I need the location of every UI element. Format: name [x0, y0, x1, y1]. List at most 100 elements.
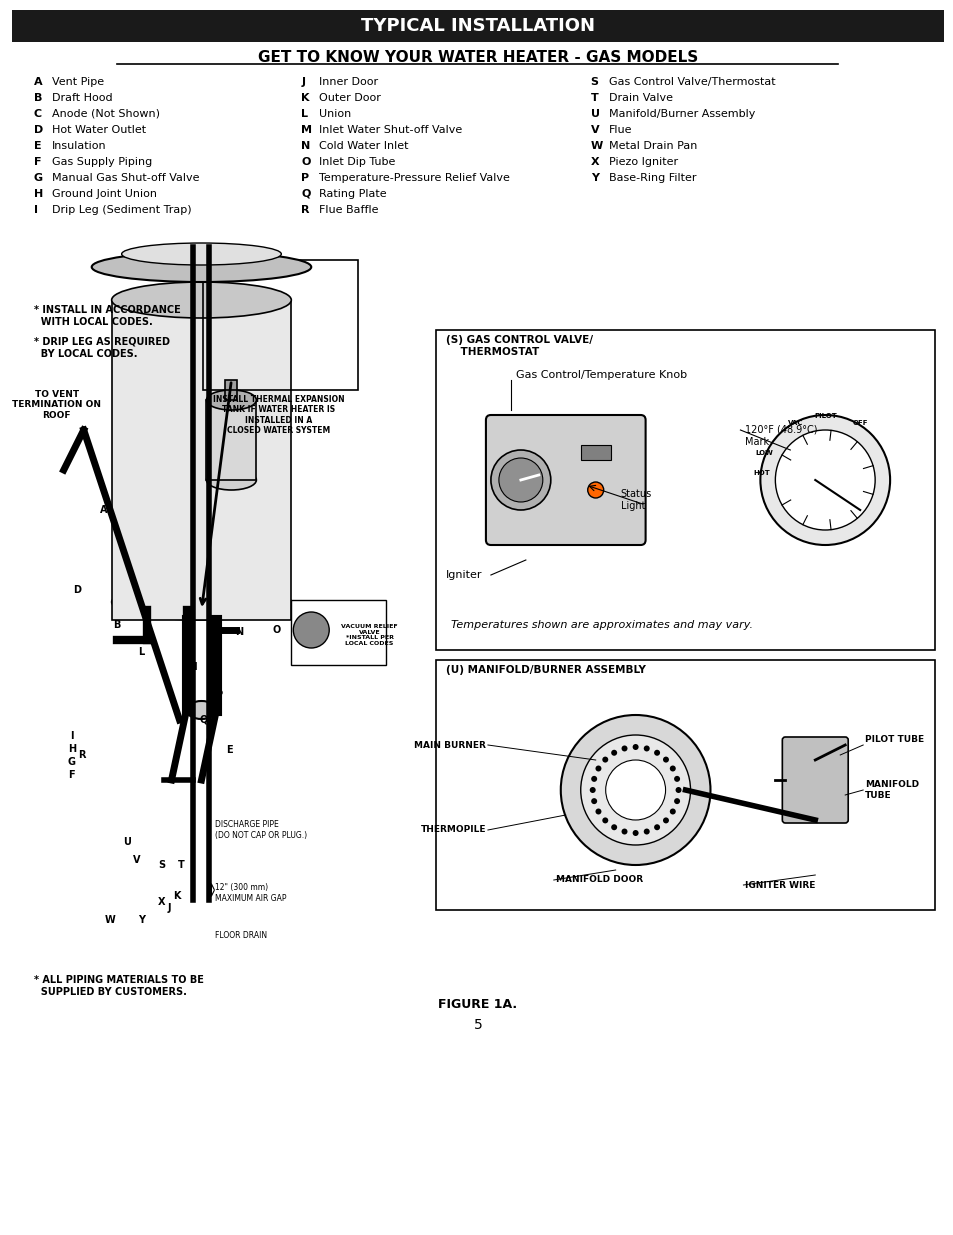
Text: X: X [590, 157, 598, 167]
Text: V: V [132, 855, 140, 864]
Text: K: K [301, 93, 310, 103]
Text: G: G [68, 757, 75, 767]
Text: Vent Pipe: Vent Pipe [51, 77, 104, 86]
Text: Inlet Water Shut-off Valve: Inlet Water Shut-off Valve [319, 125, 462, 135]
Ellipse shape [206, 390, 256, 410]
Circle shape [620, 829, 627, 835]
Text: Inner Door: Inner Door [319, 77, 378, 86]
Text: J: J [168, 903, 172, 913]
Bar [580, 445, 610, 459]
Text: Ground Joint Union: Ground Joint Union [51, 189, 156, 199]
Text: Anode (Not Shown): Anode (Not Shown) [51, 109, 159, 119]
Text: N: N [235, 627, 243, 637]
Text: Piezo Igniter: Piezo Igniter [608, 157, 677, 167]
Text: E: E [226, 745, 233, 755]
Text: Gas Supply Piping: Gas Supply Piping [51, 157, 152, 167]
Circle shape [654, 824, 659, 830]
Text: Rating Plate: Rating Plate [319, 189, 387, 199]
Text: L: L [301, 109, 308, 119]
Circle shape [601, 757, 608, 762]
Ellipse shape [91, 252, 311, 282]
Text: Status
Light: Status Light [620, 489, 651, 511]
Circle shape [595, 809, 600, 815]
Text: Igniter: Igniter [446, 571, 482, 580]
Text: OFF: OFF [852, 420, 867, 426]
Text: F: F [33, 157, 41, 167]
Text: MAIN BURNER: MAIN BURNER [414, 741, 485, 750]
Text: GET TO KNOW YOUR WATER HEATER - GAS MODELS: GET TO KNOW YOUR WATER HEATER - GAS MODE… [257, 51, 698, 65]
Bar [291, 600, 386, 664]
Text: Metal Drain Pan: Metal Drain Pan [608, 141, 697, 151]
Text: Y: Y [590, 173, 598, 183]
Text: Gas Control Valve/Thermostat: Gas Control Valve/Thermostat [608, 77, 775, 86]
Text: I: I [33, 205, 38, 215]
Text: PILOT TUBE: PILOT TUBE [864, 736, 923, 745]
Text: TYPICAL INSTALLATION: TYPICAL INSTALLATION [360, 17, 595, 35]
Text: Q: Q [199, 715, 208, 725]
Text: Q: Q [301, 189, 311, 199]
Text: P: P [214, 690, 222, 700]
Text: D: D [72, 585, 81, 595]
Ellipse shape [122, 243, 281, 266]
Circle shape [580, 735, 690, 845]
Text: IGNITER WIRE: IGNITER WIRE [744, 881, 815, 889]
FancyBboxPatch shape [781, 737, 847, 823]
Bar [203, 261, 357, 390]
Text: Drain Valve: Drain Valve [608, 93, 672, 103]
Text: T: T [178, 860, 185, 869]
Text: DISCHARGE PIPE
(DO NOT CAP OR PLUG.): DISCHARGE PIPE (DO NOT CAP OR PLUG.) [215, 820, 307, 840]
Text: FLOOR DRAIN: FLOOR DRAIN [215, 930, 267, 940]
Text: THERMOPILE: THERMOPILE [420, 825, 485, 835]
Bar [206, 400, 256, 480]
Circle shape [632, 830, 638, 836]
Ellipse shape [206, 471, 256, 490]
Circle shape [643, 746, 649, 751]
Circle shape [591, 776, 597, 782]
Circle shape [560, 715, 710, 864]
Text: * ALL PIPING MATERIALS TO BE
  SUPPLIED BY CUSTOMERS.: * ALL PIPING MATERIALS TO BE SUPPLIED BY… [33, 974, 204, 997]
Circle shape [662, 818, 668, 824]
Text: Base-Ring Filter: Base-Ring Filter [608, 173, 696, 183]
Text: S: S [590, 77, 598, 86]
Text: R: R [301, 205, 310, 215]
Circle shape [293, 613, 329, 648]
Text: A: A [100, 505, 108, 515]
Circle shape [611, 750, 617, 756]
Text: Union: Union [319, 109, 351, 119]
Text: INSTALL THERMAL EXPANSION
TANK IF WATER HEATER IS
INSTALLED IN A
CLOSED WATER SY: INSTALL THERMAL EXPANSION TANK IF WATER … [213, 395, 344, 435]
Text: P: P [301, 173, 309, 183]
Text: LOW: LOW [755, 450, 773, 456]
Circle shape [595, 766, 600, 772]
Ellipse shape [112, 282, 291, 317]
Circle shape [587, 482, 603, 498]
Text: Temperatures shown are approximates and may vary.: Temperatures shown are approximates and … [451, 620, 752, 630]
Text: X: X [157, 897, 165, 906]
Circle shape [675, 787, 680, 793]
Text: Temperature-Pressure Relief Valve: Temperature-Pressure Relief Valve [319, 173, 510, 183]
Text: W: W [590, 141, 602, 151]
Text: 5: 5 [473, 1018, 482, 1032]
Text: VACUUM RELIEF
VALVE
*INSTALL PER
LOCAL CODES: VACUUM RELIEF VALVE *INSTALL PER LOCAL C… [341, 624, 397, 646]
Text: O: O [272, 625, 280, 635]
Text: PILOT: PILOT [813, 412, 836, 419]
Text: F: F [69, 769, 75, 781]
Text: MANIFOLD DOOR: MANIFOLD DOOR [556, 876, 642, 884]
Text: I: I [70, 731, 73, 741]
Text: Insulation: Insulation [51, 141, 107, 151]
Circle shape [589, 787, 595, 793]
Circle shape [669, 809, 675, 815]
Text: U: U [590, 109, 599, 119]
Text: * INSTALL IN ACCORDANCE
  WITH LOCAL CODES.: * INSTALL IN ACCORDANCE WITH LOCAL CODES… [33, 305, 180, 326]
Circle shape [601, 818, 608, 824]
Circle shape [775, 430, 874, 530]
Text: MANIFOLD
TUBE: MANIFOLD TUBE [864, 781, 919, 800]
Text: M: M [301, 125, 312, 135]
Text: V: V [590, 125, 598, 135]
Bar [225, 380, 237, 400]
Text: Inlet Dip Tube: Inlet Dip Tube [319, 157, 395, 167]
Text: N: N [301, 141, 311, 151]
Text: K: K [172, 890, 180, 902]
Text: VAC: VAC [787, 420, 802, 426]
Circle shape [591, 798, 597, 804]
Text: TO VENT
TERMINATION ON
ROOF: TO VENT TERMINATION ON ROOF [12, 390, 101, 420]
